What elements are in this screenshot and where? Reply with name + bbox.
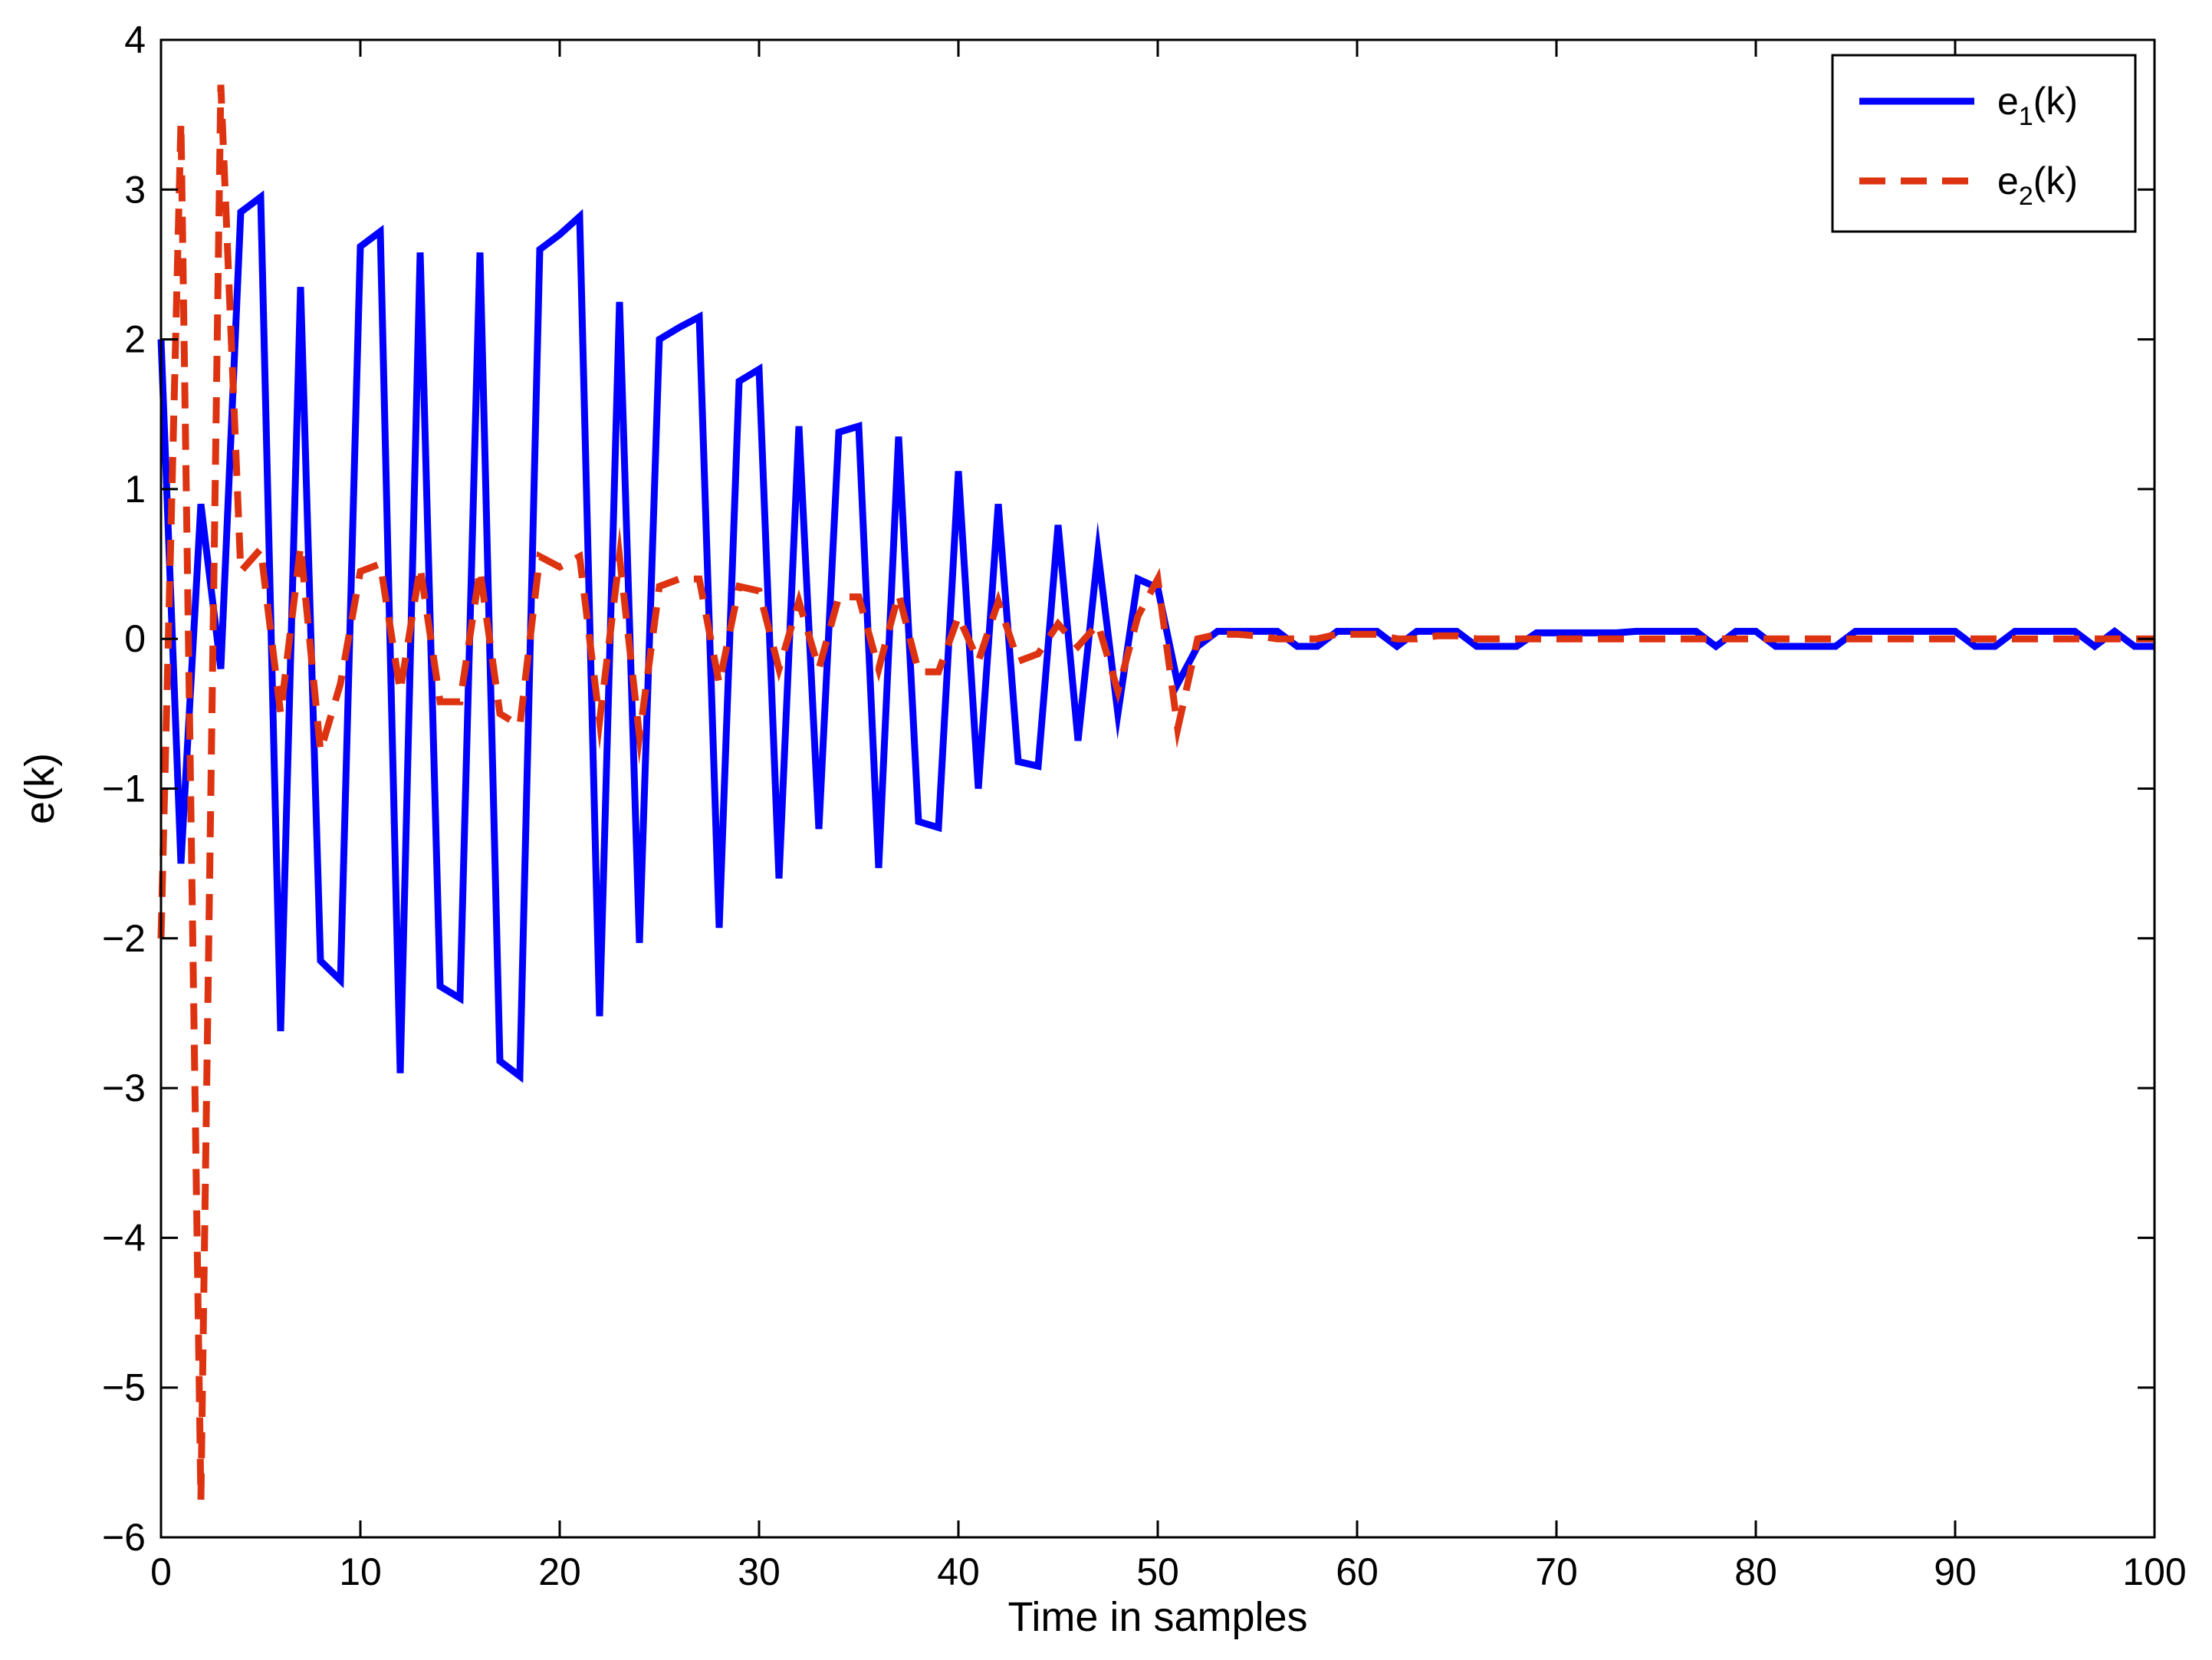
y-tick-label: −1: [102, 768, 146, 810]
legend-label-2: e2(k): [1997, 159, 2078, 211]
legend-label-base: e: [1997, 80, 2019, 123]
legend-label-1: e1(k): [1997, 80, 2078, 131]
x-tick-label: 0: [150, 1550, 172, 1593]
y-tick-label: −6: [102, 1516, 146, 1559]
x-axis-label: Time in samples: [1007, 1594, 1307, 1640]
y-tick-label: −3: [102, 1067, 146, 1109]
plot-frame: [159, 38, 2156, 1539]
legend-label-subscript: 1: [2019, 102, 2033, 131]
x-tick-label: 70: [1535, 1550, 1578, 1593]
legend-label-tail: (k): [2033, 80, 2078, 123]
x-tick-label: 90: [1934, 1550, 1977, 1593]
y-tick-label: −5: [102, 1366, 146, 1409]
y-tick-label: −2: [102, 917, 146, 960]
y-tick-label: −4: [102, 1216, 146, 1259]
x-tick-label: 30: [738, 1550, 781, 1593]
legend-label-subscript: 2: [2019, 182, 2033, 211]
y-tick-label: 0: [124, 617, 146, 660]
x-tick-label: 40: [937, 1550, 980, 1593]
legend-label-base: e: [1997, 159, 2019, 202]
legend-box: [1831, 54, 2137, 233]
x-tick-label: 10: [339, 1550, 382, 1593]
tick-layer: 0 10 20 30 40 50 60 70 80 90 100 −6 −5 −4 −3 −2 −1 0 1 2 3 4: [102, 18, 2187, 1593]
series-line-2: [157, 84, 2154, 1501]
legend-label-tail: (k): [2033, 159, 2078, 202]
x-tick-label: 100: [2122, 1550, 2186, 1593]
y-tick-label: 3: [124, 168, 146, 211]
series-layer: [157, 84, 2154, 1501]
y-tick-label: 2: [124, 318, 146, 361]
x-tick-label: 50: [1136, 1550, 1179, 1593]
legend: e1(k)e2(k): [1831, 54, 2137, 233]
y-axis-label: e(k): [17, 753, 63, 824]
y-tick-label: 1: [124, 468, 146, 511]
x-tick-label: 80: [1734, 1550, 1777, 1593]
x-tick-label: 60: [1336, 1550, 1379, 1593]
x-tick-label: 20: [538, 1550, 581, 1593]
y-tick-label: 4: [124, 18, 146, 61]
